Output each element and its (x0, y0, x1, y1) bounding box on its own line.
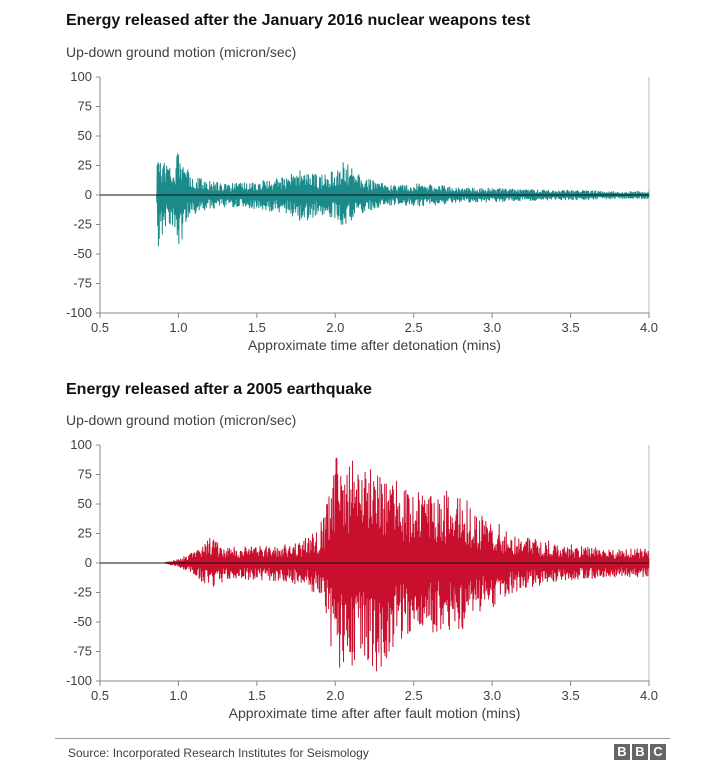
y-tick-label: -100 (66, 673, 92, 688)
y-tick-label: -75 (73, 276, 92, 291)
source-note: Source: Incorporated Research Institutes… (68, 746, 369, 760)
bbc-logo-letter: B (614, 744, 630, 760)
x-tick-label: 3.0 (483, 688, 501, 703)
y-tick-label: 25 (78, 158, 92, 173)
footer-divider (55, 738, 670, 739)
x-tick-label: 2.5 (405, 320, 423, 335)
chart-2-ylabel: Up-down ground motion (micron/sec) (66, 412, 297, 428)
x-tick-label: 1.0 (169, 320, 187, 335)
x-tick-label: 3.0 (483, 320, 501, 335)
y-tick-label: 25 (78, 526, 92, 541)
waveform-series (99, 153, 650, 247)
x-axis-label: Approximate time after detonation (mins) (248, 337, 501, 353)
y-tick-label: 50 (78, 128, 92, 143)
y-tick-label: 0 (85, 555, 92, 570)
x-axis-label: Approximate time after after fault motio… (229, 705, 521, 721)
chart-1-ylabel: Up-down ground motion (micron/sec) (66, 44, 297, 60)
waveform-series (99, 457, 650, 672)
x-tick-label: 2.5 (405, 688, 423, 703)
x-tick-label: 1.0 (169, 688, 187, 703)
y-tick-label: 75 (78, 467, 92, 482)
y-tick-label: 50 (78, 496, 92, 511)
y-tick-label: 100 (70, 437, 92, 452)
x-tick-label: 3.5 (562, 688, 580, 703)
x-tick-label: 4.0 (640, 688, 658, 703)
x-tick-label: 0.5 (91, 320, 109, 335)
y-tick-label: 100 (70, 69, 92, 84)
y-tick-label: -75 (73, 644, 92, 659)
x-tick-label: 1.5 (248, 320, 266, 335)
bbc-logo: B B C (614, 744, 666, 760)
y-tick-label: 75 (78, 99, 92, 114)
x-tick-label: 3.5 (562, 320, 580, 335)
y-tick-label: -25 (73, 585, 92, 600)
bbc-logo-letter: B (632, 744, 648, 760)
y-tick-label: -50 (73, 246, 92, 261)
y-tick-label: 0 (85, 187, 92, 202)
x-tick-label: 4.0 (640, 320, 658, 335)
y-tick-label: -25 (73, 217, 92, 232)
chart-2-title: Energy released after a 2005 earthquake (66, 381, 372, 398)
y-tick-label: -50 (73, 614, 92, 629)
x-tick-label: 0.5 (91, 688, 109, 703)
x-tick-label: 1.5 (248, 688, 266, 703)
y-tick-label: -100 (66, 305, 92, 320)
x-tick-label: 2.0 (326, 688, 344, 703)
x-tick-label: 2.0 (326, 320, 344, 335)
bbc-logo-letter: C (650, 744, 666, 760)
chart-1-title: Energy released after the January 2016 n… (66, 12, 531, 29)
